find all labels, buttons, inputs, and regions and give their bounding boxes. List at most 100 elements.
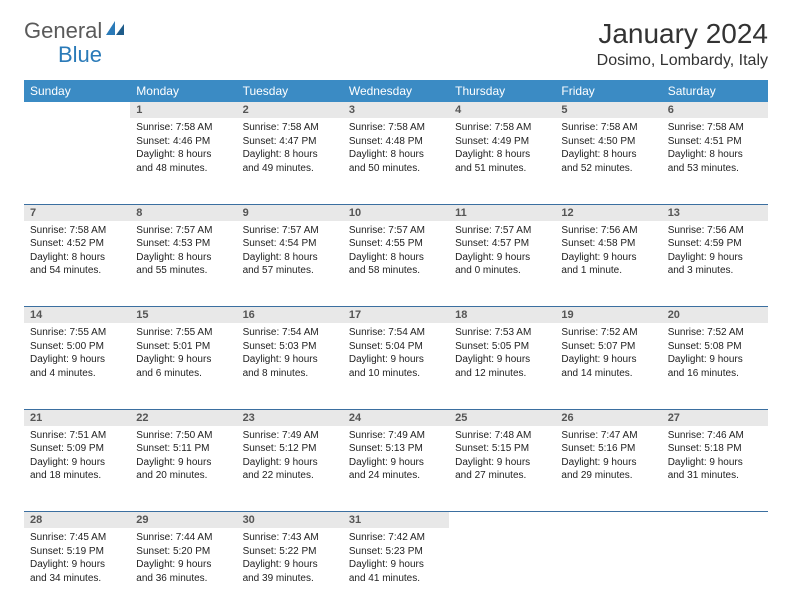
- day-details: Sunrise: 7:57 AMSunset: 4:54 PMDaylight:…: [237, 221, 343, 284]
- day-number: 13: [662, 204, 768, 221]
- day-body-row: Sunrise: 7:51 AMSunset: 5:09 PMDaylight:…: [24, 426, 768, 512]
- logo: General: [24, 18, 126, 44]
- day-cell: Sunrise: 7:55 AMSunset: 5:00 PMDaylight:…: [24, 323, 130, 409]
- empty-cell: [555, 528, 661, 614]
- day-cell: Sunrise: 7:55 AMSunset: 5:01 PMDaylight:…: [130, 323, 236, 409]
- day-number: 30: [237, 512, 343, 529]
- day-number: 28: [24, 512, 130, 529]
- day-number: 31: [343, 512, 449, 529]
- day-number: 26: [555, 409, 661, 426]
- day-cell: Sunrise: 7:49 AMSunset: 5:13 PMDaylight:…: [343, 426, 449, 512]
- day-number: 7: [24, 204, 130, 221]
- day-cell: Sunrise: 7:58 AMSunset: 4:46 PMDaylight:…: [130, 118, 236, 204]
- day-number: 6: [662, 102, 768, 118]
- day-details: Sunrise: 7:57 AMSunset: 4:57 PMDaylight:…: [449, 221, 555, 284]
- day-number: 20: [662, 307, 768, 324]
- day-number: 23: [237, 409, 343, 426]
- day-details: Sunrise: 7:48 AMSunset: 5:15 PMDaylight:…: [449, 426, 555, 489]
- day-details: Sunrise: 7:46 AMSunset: 5:18 PMDaylight:…: [662, 426, 768, 489]
- day-number: 18: [449, 307, 555, 324]
- day-details: Sunrise: 7:57 AMSunset: 4:55 PMDaylight:…: [343, 221, 449, 284]
- day-cell: Sunrise: 7:52 AMSunset: 5:08 PMDaylight:…: [662, 323, 768, 409]
- day-details: Sunrise: 7:58 AMSunset: 4:47 PMDaylight:…: [237, 118, 343, 181]
- title-block: January 2024 Dosimo, Lombardy, Italy: [597, 18, 768, 70]
- weekday-header: Friday: [555, 80, 661, 102]
- day-details: Sunrise: 7:54 AMSunset: 5:03 PMDaylight:…: [237, 323, 343, 386]
- header: General January 2024 Dosimo, Lombardy, I…: [24, 18, 768, 70]
- weekday-header: Saturday: [662, 80, 768, 102]
- day-cell: Sunrise: 7:44 AMSunset: 5:20 PMDaylight:…: [130, 528, 236, 614]
- day-body-row: Sunrise: 7:58 AMSunset: 4:52 PMDaylight:…: [24, 221, 768, 307]
- day-details: Sunrise: 7:55 AMSunset: 5:01 PMDaylight:…: [130, 323, 236, 386]
- day-details: Sunrise: 7:57 AMSunset: 4:53 PMDaylight:…: [130, 221, 236, 284]
- day-number: 11: [449, 204, 555, 221]
- day-cell: Sunrise: 7:45 AMSunset: 5:19 PMDaylight:…: [24, 528, 130, 614]
- day-number: 15: [130, 307, 236, 324]
- day-number: 19: [555, 307, 661, 324]
- day-number: 2: [237, 102, 343, 118]
- day-body-row: Sunrise: 7:58 AMSunset: 4:46 PMDaylight:…: [24, 118, 768, 204]
- day-number: 4: [449, 102, 555, 118]
- day-details: Sunrise: 7:44 AMSunset: 5:20 PMDaylight:…: [130, 528, 236, 591]
- day-details: Sunrise: 7:58 AMSunset: 4:50 PMDaylight:…: [555, 118, 661, 181]
- day-cell: Sunrise: 7:58 AMSunset: 4:50 PMDaylight:…: [555, 118, 661, 204]
- logo-sail-icon: [106, 21, 124, 35]
- day-cell: Sunrise: 7:57 AMSunset: 4:55 PMDaylight:…: [343, 221, 449, 307]
- location-text: Dosimo, Lombardy, Italy: [597, 52, 768, 70]
- day-number: 25: [449, 409, 555, 426]
- empty-cell: [662, 512, 768, 529]
- day-number: 1: [130, 102, 236, 118]
- day-cell: Sunrise: 7:54 AMSunset: 5:03 PMDaylight:…: [237, 323, 343, 409]
- day-details: Sunrise: 7:54 AMSunset: 5:04 PMDaylight:…: [343, 323, 449, 386]
- day-cell: Sunrise: 7:46 AMSunset: 5:18 PMDaylight:…: [662, 426, 768, 512]
- day-number-row: 123456: [24, 102, 768, 118]
- day-cell: Sunrise: 7:53 AMSunset: 5:05 PMDaylight:…: [449, 323, 555, 409]
- day-cell: Sunrise: 7:58 AMSunset: 4:47 PMDaylight:…: [237, 118, 343, 204]
- day-cell: Sunrise: 7:49 AMSunset: 5:12 PMDaylight:…: [237, 426, 343, 512]
- day-cell: Sunrise: 7:57 AMSunset: 4:57 PMDaylight:…: [449, 221, 555, 307]
- day-number: 10: [343, 204, 449, 221]
- day-details: Sunrise: 7:50 AMSunset: 5:11 PMDaylight:…: [130, 426, 236, 489]
- day-number: 14: [24, 307, 130, 324]
- day-number-row: 21222324252627: [24, 409, 768, 426]
- day-cell: Sunrise: 7:42 AMSunset: 5:23 PMDaylight:…: [343, 528, 449, 614]
- empty-cell: [449, 512, 555, 529]
- day-details: Sunrise: 7:49 AMSunset: 5:12 PMDaylight:…: [237, 426, 343, 489]
- day-details: Sunrise: 7:58 AMSunset: 4:46 PMDaylight:…: [130, 118, 236, 181]
- day-cell: Sunrise: 7:57 AMSunset: 4:54 PMDaylight:…: [237, 221, 343, 307]
- day-cell: Sunrise: 7:57 AMSunset: 4:53 PMDaylight:…: [130, 221, 236, 307]
- weekday-header-row: SundayMondayTuesdayWednesdayThursdayFrid…: [24, 80, 768, 102]
- day-cell: Sunrise: 7:52 AMSunset: 5:07 PMDaylight:…: [555, 323, 661, 409]
- calendar-table: SundayMondayTuesdayWednesdayThursdayFrid…: [24, 80, 768, 614]
- day-details: Sunrise: 7:58 AMSunset: 4:52 PMDaylight:…: [24, 221, 130, 284]
- empty-cell: [555, 512, 661, 529]
- day-details: Sunrise: 7:52 AMSunset: 5:07 PMDaylight:…: [555, 323, 661, 386]
- weekday-header: Tuesday: [237, 80, 343, 102]
- day-number: 16: [237, 307, 343, 324]
- empty-cell: [662, 528, 768, 614]
- day-number: 24: [343, 409, 449, 426]
- day-details: Sunrise: 7:51 AMSunset: 5:09 PMDaylight:…: [24, 426, 130, 489]
- day-number: 17: [343, 307, 449, 324]
- day-details: Sunrise: 7:56 AMSunset: 4:59 PMDaylight:…: [662, 221, 768, 284]
- day-cell: Sunrise: 7:58 AMSunset: 4:52 PMDaylight:…: [24, 221, 130, 307]
- day-number: 8: [130, 204, 236, 221]
- day-details: Sunrise: 7:42 AMSunset: 5:23 PMDaylight:…: [343, 528, 449, 591]
- day-cell: Sunrise: 7:47 AMSunset: 5:16 PMDaylight:…: [555, 426, 661, 512]
- day-number: 3: [343, 102, 449, 118]
- day-number: 29: [130, 512, 236, 529]
- day-cell: Sunrise: 7:43 AMSunset: 5:22 PMDaylight:…: [237, 528, 343, 614]
- empty-cell: [24, 102, 130, 118]
- empty-cell: [449, 528, 555, 614]
- day-details: Sunrise: 7:43 AMSunset: 5:22 PMDaylight:…: [237, 528, 343, 591]
- weekday-header: Wednesday: [343, 80, 449, 102]
- day-details: Sunrise: 7:56 AMSunset: 4:58 PMDaylight:…: [555, 221, 661, 284]
- weekday-header: Thursday: [449, 80, 555, 102]
- day-details: Sunrise: 7:55 AMSunset: 5:00 PMDaylight:…: [24, 323, 130, 386]
- day-body-row: Sunrise: 7:45 AMSunset: 5:19 PMDaylight:…: [24, 528, 768, 614]
- day-cell: Sunrise: 7:48 AMSunset: 5:15 PMDaylight:…: [449, 426, 555, 512]
- logo-text-part1: General: [24, 18, 102, 44]
- day-number: 21: [24, 409, 130, 426]
- day-details: Sunrise: 7:53 AMSunset: 5:05 PMDaylight:…: [449, 323, 555, 386]
- weekday-header: Monday: [130, 80, 236, 102]
